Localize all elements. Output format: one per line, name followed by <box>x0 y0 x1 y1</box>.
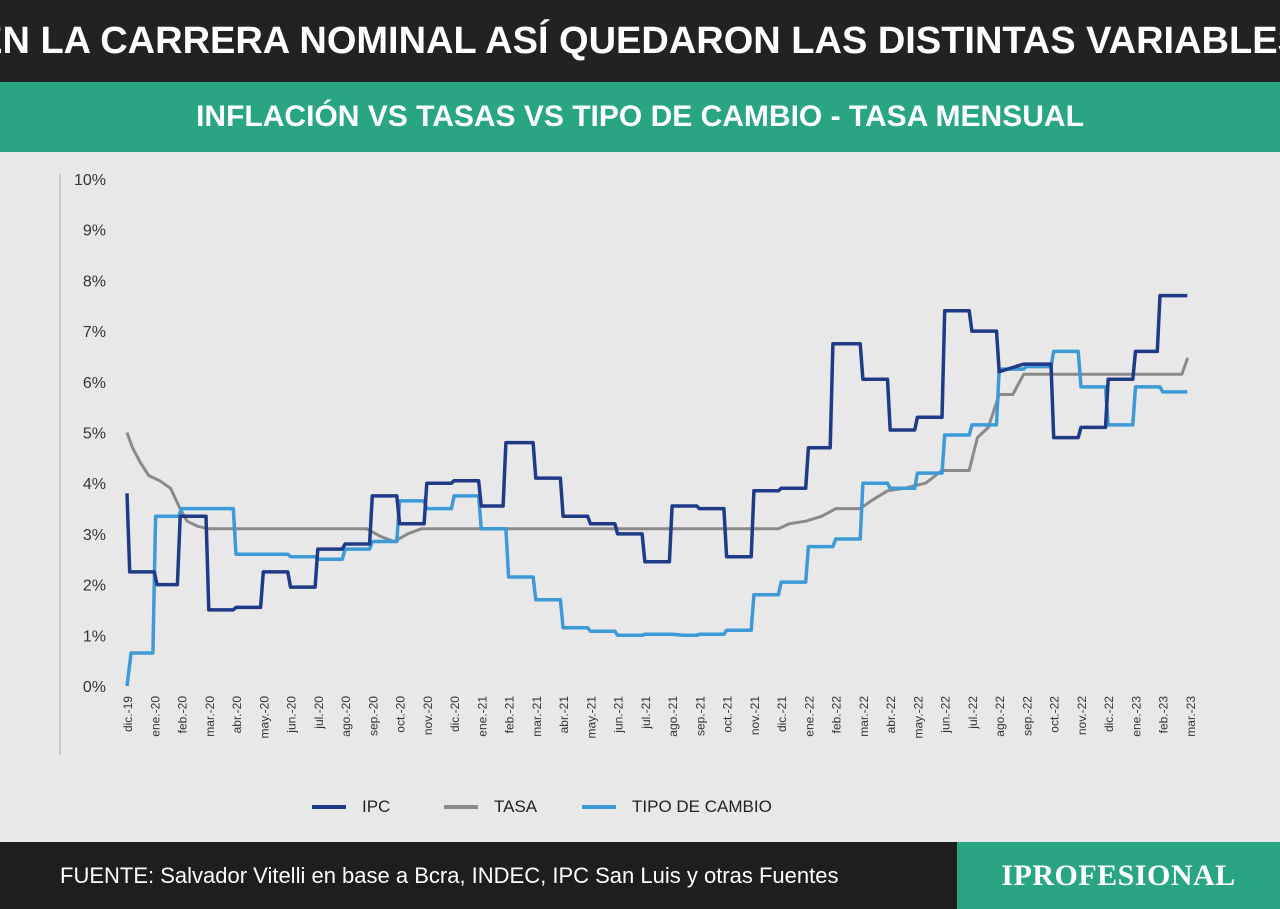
y-tick-label: 5% <box>83 426 106 443</box>
x-tick-labels: dic.-19 ene.-20 feb.-20 mar.-20 abr.-20 may.-… <box>121 696 1198 739</box>
x-tick-label: jul.-22 <box>966 696 980 730</box>
x-tick-label: may.-20 <box>257 696 271 739</box>
x-tick-label: sep.-22 <box>1020 696 1034 736</box>
x-tick-label: feb.-23 <box>1157 696 1171 734</box>
x-tick-label: abr.-21 <box>557 696 571 734</box>
legend-swatch-tasa <box>444 805 478 809</box>
legend-label-tipo-de-cambio: TIPO DE CAMBIO <box>632 797 772 816</box>
x-tick-label: ene.-21 <box>475 696 489 737</box>
series-lines <box>125 293 1189 687</box>
y-tick-label: 3% <box>83 527 106 544</box>
x-tick-label: ago.-22 <box>993 696 1007 737</box>
x-tick-label: ago.-20 <box>339 696 353 737</box>
series-line-ipc <box>125 293 1188 612</box>
y-tick-label: 7% <box>83 324 106 341</box>
x-tick-label: feb.-21 <box>503 696 517 734</box>
source-note: FUENTE: Salvador Vitelli en base a Bcra,… <box>60 862 839 888</box>
y-tick-label: 6% <box>83 375 106 392</box>
x-tick-label: mar.-23 <box>1184 696 1198 737</box>
x-tick-label: abr.-22 <box>884 696 898 734</box>
series-line-tasa <box>125 357 1189 543</box>
y-tick-label: 0% <box>83 679 106 696</box>
legend-item-tasa: TASA <box>444 792 537 822</box>
chart-subtitle: INFLACIÓN VS TASAS VS TIPO DE CAMBIO - T… <box>196 100 1084 133</box>
x-tick-label: oct.-22 <box>1048 696 1062 733</box>
x-tick-label: sep.-20 <box>366 696 380 736</box>
legend-label-tasa: TASA <box>494 797 538 816</box>
x-tick-label: mar.-21 <box>530 696 544 737</box>
y-tick-label: 1% <box>83 628 106 645</box>
x-tick-label: oct.-20 <box>394 696 408 733</box>
x-tick-label: may.-22 <box>911 696 925 739</box>
series-line-tipo-de-cambio <box>125 349 1188 687</box>
x-tick-label: jun.-21 <box>612 696 626 734</box>
x-tick-label: may.-21 <box>584 696 598 739</box>
x-tick-label: nov.-21 <box>748 696 762 735</box>
legend-item-ipc: IPC <box>312 792 390 822</box>
title-bar: EN LA CARRERA NOMINAL ASÍ QUEDARON LAS D… <box>0 0 1280 82</box>
y-tick-labels: 0% 1% 2% 3% 4% 5% 6% 7% 8% 9% 10% <box>74 172 106 696</box>
x-tick-label: mar.-22 <box>857 696 871 737</box>
x-tick-label: oct.-21 <box>721 696 735 733</box>
x-tick-label: ene.-23 <box>1129 696 1143 737</box>
legend: IPC TASA TIPO DE CAMBIO <box>0 792 1280 822</box>
y-tick-label: 9% <box>83 223 106 240</box>
y-tick-label: 2% <box>83 578 106 595</box>
brand-logo: IPROFESIONAL <box>957 842 1280 909</box>
subtitle-bar: INFLACIÓN VS TASAS VS TIPO DE CAMBIO - T… <box>0 82 1280 152</box>
brand-logo-text: IPROFESIONAL <box>1001 858 1236 892</box>
x-tick-label: jun.-20 <box>285 696 299 734</box>
x-tick-label: abr.-20 <box>230 696 244 734</box>
line-chart: 0% 1% 2% 3% 4% 5% 6% 7% 8% 9% 10% dic.-19 ene.-20 fe… <box>59 172 1198 755</box>
chart-area: 0% 1% 2% 3% 4% 5% 6% 7% 8% 9% 10% dic.-19 ene.-20 fe… <box>0 152 1280 842</box>
x-tick-label: nov.-22 <box>1075 696 1089 735</box>
x-tick-label: dic.-19 <box>121 696 135 732</box>
chart-title: EN LA CARRERA NOMINAL ASÍ QUEDARON LAS D… <box>0 19 1280 62</box>
x-tick-label: sep.-21 <box>693 696 707 736</box>
footer: FUENTE: Salvador Vitelli en base a Bcra,… <box>0 842 1280 909</box>
y-tick-label: 4% <box>83 476 106 493</box>
x-tick-label: dic.-21 <box>775 696 789 732</box>
x-tick-label: feb.-22 <box>830 696 844 734</box>
x-tick-label: ene.-22 <box>802 696 816 737</box>
x-tick-label: jul.-20 <box>312 696 326 730</box>
x-tick-label: dic.-20 <box>448 696 462 732</box>
x-tick-label: mar.-20 <box>203 696 217 737</box>
legend-label-ipc: IPC <box>362 797 391 816</box>
x-tick-label: ene.-20 <box>148 696 162 737</box>
y-tick-label: 8% <box>83 273 106 290</box>
x-tick-label: jun.-22 <box>939 696 953 734</box>
x-tick-label: ago.-21 <box>666 696 680 737</box>
x-tick-label: dic.-22 <box>1102 696 1116 732</box>
legend-item-tipo-de-cambio: TIPO DE CAMBIO <box>582 792 772 822</box>
y-tick-label: 10% <box>74 172 106 189</box>
x-tick-label: nov.-20 <box>421 696 435 735</box>
legend-swatch-ipc <box>312 805 346 809</box>
x-tick-label: jul.-21 <box>639 696 653 730</box>
legend-swatch-tipo-de-cambio <box>582 805 616 809</box>
x-tick-label: feb.-20 <box>176 696 190 734</box>
